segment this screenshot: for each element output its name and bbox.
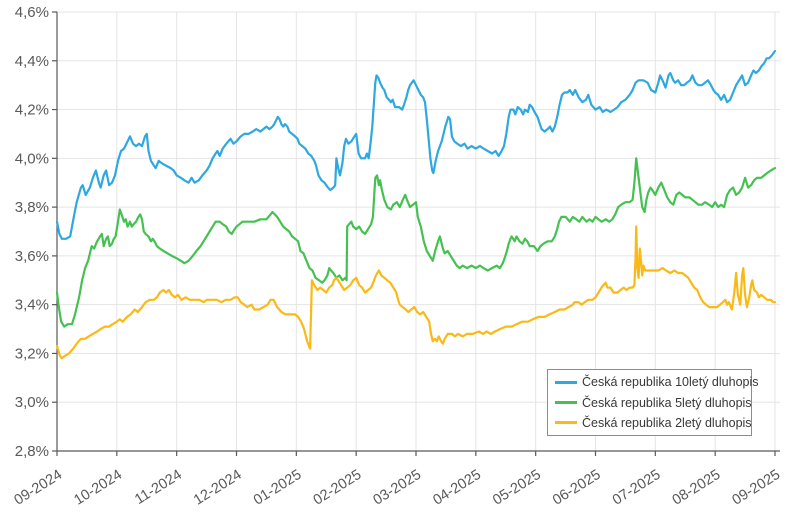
x-tick-label: 07-2025 — [610, 467, 664, 509]
legend-line-swatch-5y — [555, 401, 577, 404]
legend-label-2y: Česká republika 2letý dluhopis — [582, 415, 752, 430]
y-tick-label: 3,2% — [15, 345, 49, 362]
x-tick-label: 09-2025 — [730, 467, 784, 509]
legend-item-10y: Česká republika 10letý dluhopis — [555, 372, 759, 392]
y-tick-label: 4,6% — [15, 4, 49, 21]
legend-item-5y: Česká republika 5letý dluhopis — [555, 393, 752, 413]
legend-label-10y: Česká republika 10letý dluhopis — [582, 375, 759, 390]
y-tick-label: 4,0% — [15, 150, 49, 167]
x-tick-label: 09-2024 — [12, 467, 66, 509]
y-tick-label: 4,4% — [15, 53, 49, 70]
y-tick-label: 4,2% — [15, 102, 49, 119]
x-tick-label: 01-2025 — [251, 467, 305, 509]
x-tick-label: 12-2024 — [191, 467, 245, 509]
legend-item-2y: Česká republika 2letý dluhopis — [555, 413, 752, 433]
x-tick-label: 11-2024 — [132, 467, 185, 508]
y-tick-label: 3,6% — [15, 248, 49, 265]
series-line-2y — [55, 225, 777, 360]
x-tick-label: 02-2025 — [311, 467, 365, 509]
legend-line-swatch-2y — [555, 421, 577, 425]
legend-line-swatch-10y — [555, 380, 577, 384]
y-tick-label: 2,8% — [15, 443, 49, 460]
x-tick-label: 03-2025 — [371, 467, 425, 509]
x-tick-label: 04-2025 — [430, 467, 484, 509]
y-tick-label: 3,4% — [15, 297, 49, 314]
y-tick-label: 3,8% — [15, 199, 49, 216]
series-line-10y — [55, 49, 777, 240]
y-tick-label: 3,0% — [15, 394, 49, 411]
x-tick-label: 06-2025 — [550, 467, 604, 509]
chart-legend: Česká republika 10letý dluhopis Česká re… — [547, 369, 759, 436]
series-line-5y — [55, 157, 777, 328]
x-tick-label: 08-2025 — [670, 467, 724, 509]
x-tick-label: 10-2024 — [71, 467, 125, 509]
legend-label-5y: Česká republika 5letý dluhopis — [582, 395, 752, 410]
x-tick-label: 05-2025 — [490, 467, 544, 509]
